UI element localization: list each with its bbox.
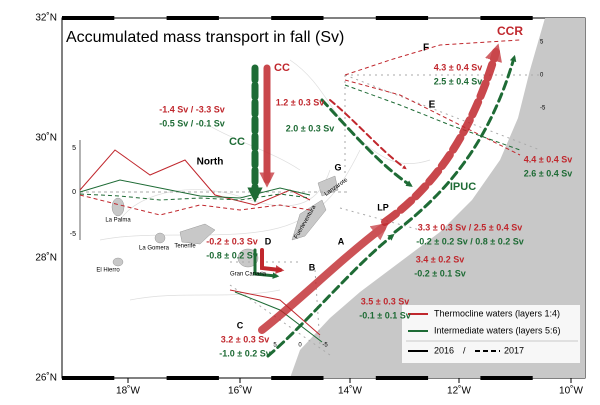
intermediate-transport: -0.5 Sv / -0.1 Sv xyxy=(159,118,225,128)
intermediate-transport: -0.2 ± 0.1 Sv xyxy=(414,268,465,278)
region-label: IPUC xyxy=(450,181,476,193)
lon-label: 14˚W xyxy=(338,385,362,397)
island-label: El Hierro xyxy=(96,268,120,274)
lon-label: 16˚W xyxy=(228,385,252,397)
legend-label: Intermediate waters (layers 5:6) xyxy=(434,325,561,335)
thermocline-transport: 4.4 ± 0.4 Sv xyxy=(524,154,572,164)
intermediate-transport: 2.6 ± 0.4 Sv xyxy=(524,168,572,178)
inset-tick-label: 5 xyxy=(540,40,544,46)
scale-bar xyxy=(166,376,219,380)
lon-label: 18˚W xyxy=(116,385,140,397)
intermediate-transport: -0.8 ± 0.2 Sv xyxy=(206,250,257,260)
thermocline-transport: 3.2 ± 0.3 Sv xyxy=(221,334,269,344)
intermediate-transport: -0.1 ± 0.1 Sv xyxy=(359,310,410,320)
region-label: D xyxy=(265,236,272,246)
inset-tick-label: 5 xyxy=(273,343,277,349)
thermocline-transport: -0.2 ± 0.3 Sv xyxy=(206,236,257,246)
legend-label: / xyxy=(463,345,466,355)
legend-label: Thermocline waters (layers 1:4) xyxy=(434,308,560,318)
thermocline-transport: 3.3 ± 0.3 Sv / 2.5 ± 0.4 Sv xyxy=(418,222,522,232)
flow-arrows xyxy=(247,43,517,358)
lat-label: 28˚N xyxy=(35,252,57,264)
region-label: F xyxy=(423,43,429,54)
region-label: North xyxy=(197,157,224,168)
legend-label: 2016 xyxy=(434,345,454,355)
title: Accumulated mass transport in fall (Sv) xyxy=(66,29,344,46)
lon-label: 10˚W xyxy=(559,385,583,397)
lat-label: 32˚N xyxy=(35,12,57,24)
island-label: La Gomera xyxy=(139,246,170,252)
scale-bar xyxy=(62,16,115,20)
region-label: CC xyxy=(274,62,290,74)
region-label: LP xyxy=(377,202,389,212)
region-label: E xyxy=(429,100,436,111)
scale-bar xyxy=(166,16,219,20)
thermocline-transport: 3.5 ± 0.3 Sv xyxy=(361,296,409,306)
intermediate-transport: -1.0 ± 0.2 Sv xyxy=(219,348,270,358)
scale-bar xyxy=(62,376,115,380)
lat-label: 30˚N xyxy=(35,132,57,144)
african-coast xyxy=(290,18,585,378)
scale-bar xyxy=(271,376,324,380)
scale-bar xyxy=(375,376,429,380)
island-label: La Palma xyxy=(105,218,131,224)
scale-bar xyxy=(480,16,533,20)
inset-tick-label: 0 xyxy=(72,189,76,196)
intermediate-transport: 2.0 ± 0.3 Sv xyxy=(286,123,334,133)
inset-tick-label: 0 xyxy=(540,73,544,79)
thermocline-transport: 1.2 ± 0.3 Sv xyxy=(276,97,324,107)
island-label: Gran Canaria xyxy=(230,272,267,278)
region-label: G xyxy=(334,162,341,172)
thermocline-transport: 3.4 ± 0.2 Sv xyxy=(416,254,464,264)
inset-tick-label: 0 xyxy=(298,343,302,349)
lon-label: 12˚W xyxy=(447,385,471,397)
inset-tick-label: -5 xyxy=(70,231,76,238)
lat-label: 26˚N xyxy=(35,372,57,384)
region-label: CC xyxy=(229,136,245,148)
thermocline-transport: 4.3 ± 0.4 Sv xyxy=(434,62,482,72)
scale-bar xyxy=(375,16,429,20)
thermocline-transport: -1.4 Sv / -3.3 Sv xyxy=(159,104,225,114)
intermediate-transport: -0.2 ± 0.2 Sv / 0.8 ± 0.2 Sv xyxy=(416,236,523,246)
inset-tick-label: -5 xyxy=(322,343,328,349)
legend-box xyxy=(402,305,580,363)
inset-tick-label: 5 xyxy=(72,145,76,152)
region-label: B xyxy=(309,262,316,272)
inset-tick-label: -5 xyxy=(540,106,546,112)
region-label: A xyxy=(338,236,345,246)
legend-label: 2017 xyxy=(504,345,524,355)
island-label: Tenerife xyxy=(174,244,196,250)
intermediate-transport: 2.5 ± 0.4 Sv xyxy=(434,76,482,86)
scale-bar xyxy=(271,16,324,20)
scale-bar xyxy=(480,376,533,380)
region-label: C xyxy=(237,320,244,330)
region-label: CCR xyxy=(497,24,523,38)
